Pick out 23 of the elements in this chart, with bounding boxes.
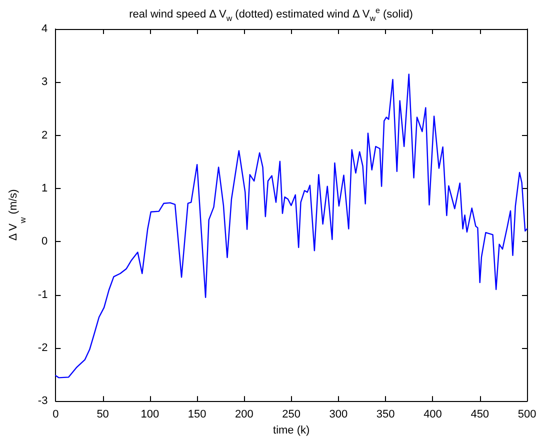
x-tick-label: 50	[96, 408, 109, 421]
y-axis-title: Δ Vw (m/s)	[8, 189, 28, 241]
chart-title: real wind speed Δ V$_{w}$ (dotted) estimated wind Δ V$_{w}$$^{e}$ (solid)	[129, 6, 413, 23]
y-tick-label: 4	[42, 23, 48, 35]
x-tick-label: 100	[140, 408, 160, 421]
x-tick-label: 0	[52, 408, 59, 421]
y-tick-label: -2	[38, 342, 48, 354]
x-tick-label: 400	[424, 408, 442, 421]
x-tick-label: 350	[376, 408, 395, 421]
x-tick-label: 250	[282, 408, 301, 421]
y-tick-label: -3	[38, 395, 48, 408]
line-series	[55, 74, 528, 378]
y-tick-label: 0	[42, 236, 48, 248]
x-tick-label: 150	[188, 408, 206, 421]
x-tick-label: 450	[470, 408, 490, 421]
y-tick-label: 1	[42, 182, 48, 194]
x-tick-label: 300	[329, 408, 348, 421]
x-tick-label: 500	[518, 408, 536, 421]
x-tick-label: 200	[235, 408, 254, 421]
y-tick-label: 3	[42, 76, 48, 88]
x-axis-title: time (k)	[273, 424, 310, 436]
y-tick-label: -1	[38, 288, 48, 301]
y-tick-label: 2	[42, 129, 48, 142]
